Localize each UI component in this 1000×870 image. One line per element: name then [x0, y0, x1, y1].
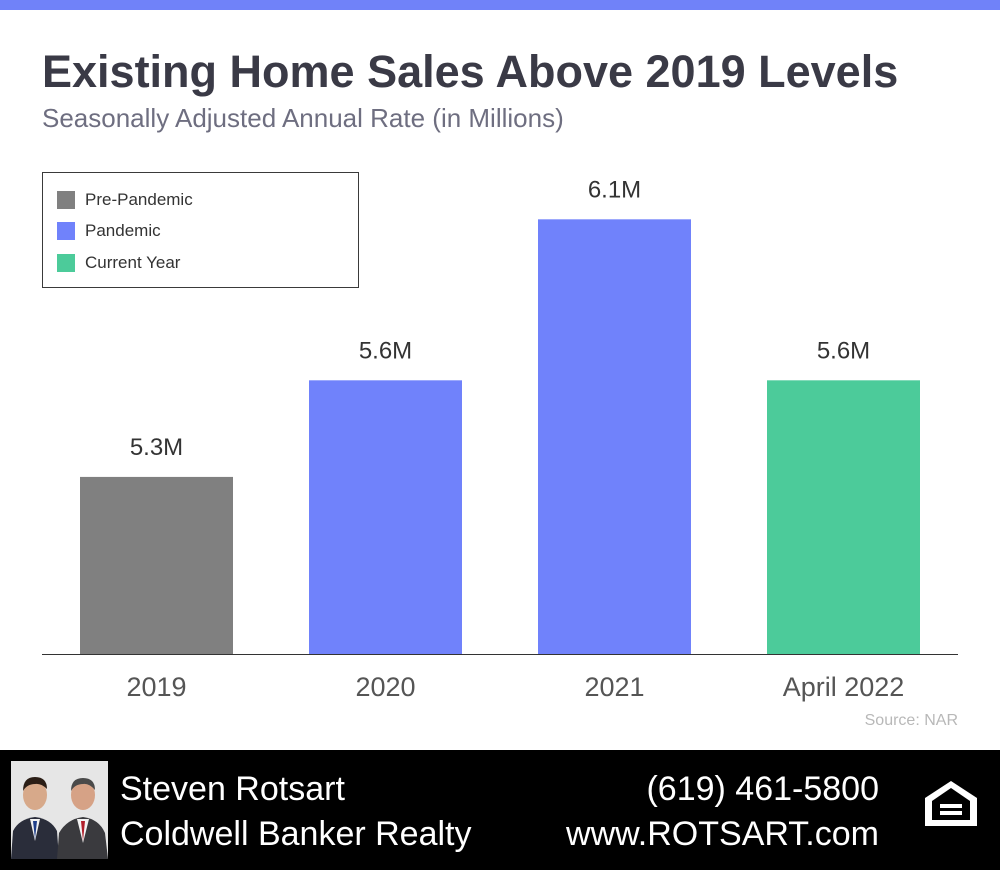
legend-item-pre-pandemic: Pre-Pandemic — [57, 190, 193, 209]
agent-name: Steven Rotsart — [120, 770, 345, 808]
legend-label: Current Year — [85, 253, 181, 272]
legend-label: Pandemic — [85, 221, 161, 240]
legend-item-pandemic: Pandemic — [57, 221, 161, 240]
top-accent-bar — [0, 0, 1000, 10]
legend-item-current-year: Current Year — [57, 253, 181, 272]
bar-2021 — [538, 219, 691, 654]
bar-2019 — [80, 476, 233, 654]
agent-footer: Steven Rotsart Coldwell Banker Realty (6… — [0, 750, 1000, 870]
legend-swatch — [57, 254, 75, 272]
chart-subtitle: Seasonally Adjusted Annual Rate (in Mill… — [42, 103, 564, 133]
bar-value-label: 5.6M — [817, 337, 870, 364]
bar-value-label: 6.1M — [588, 176, 641, 203]
agent-photo — [11, 761, 108, 859]
agent-company: Coldwell Banker Realty — [120, 815, 472, 853]
equal-housing-opportunity-icon — [925, 781, 977, 826]
bar-value-label: 5.6M — [359, 337, 412, 364]
bar-april-2022 — [767, 380, 920, 654]
bar-chart: 5.3M 2019 5.6M 2020 6.1M 2021 5.6M April 2022 — [42, 176, 958, 702]
chart-title: Existing Home Sales Above 2019 Levels — [42, 46, 899, 97]
source-note: Source: NAR — [864, 712, 958, 729]
legend-label: Pre-Pandemic — [85, 190, 193, 209]
bar-value-label: 5.3M — [130, 434, 183, 461]
legend: Pre-Pandemic Pandemic Current Year — [42, 172, 359, 288]
legend-swatch — [57, 222, 75, 240]
bar-2020 — [309, 380, 462, 654]
agent-phone[interactable]: (619) 461-5800 — [646, 770, 879, 808]
x-tick-label: 2019 — [126, 672, 186, 702]
x-tick-label: 2020 — [355, 672, 415, 702]
x-tick-label: April 2022 — [783, 672, 905, 702]
x-tick-label: 2021 — [584, 672, 644, 702]
legend-swatch — [57, 191, 75, 209]
agent-website-link[interactable]: www.ROTSART.com — [566, 815, 879, 853]
